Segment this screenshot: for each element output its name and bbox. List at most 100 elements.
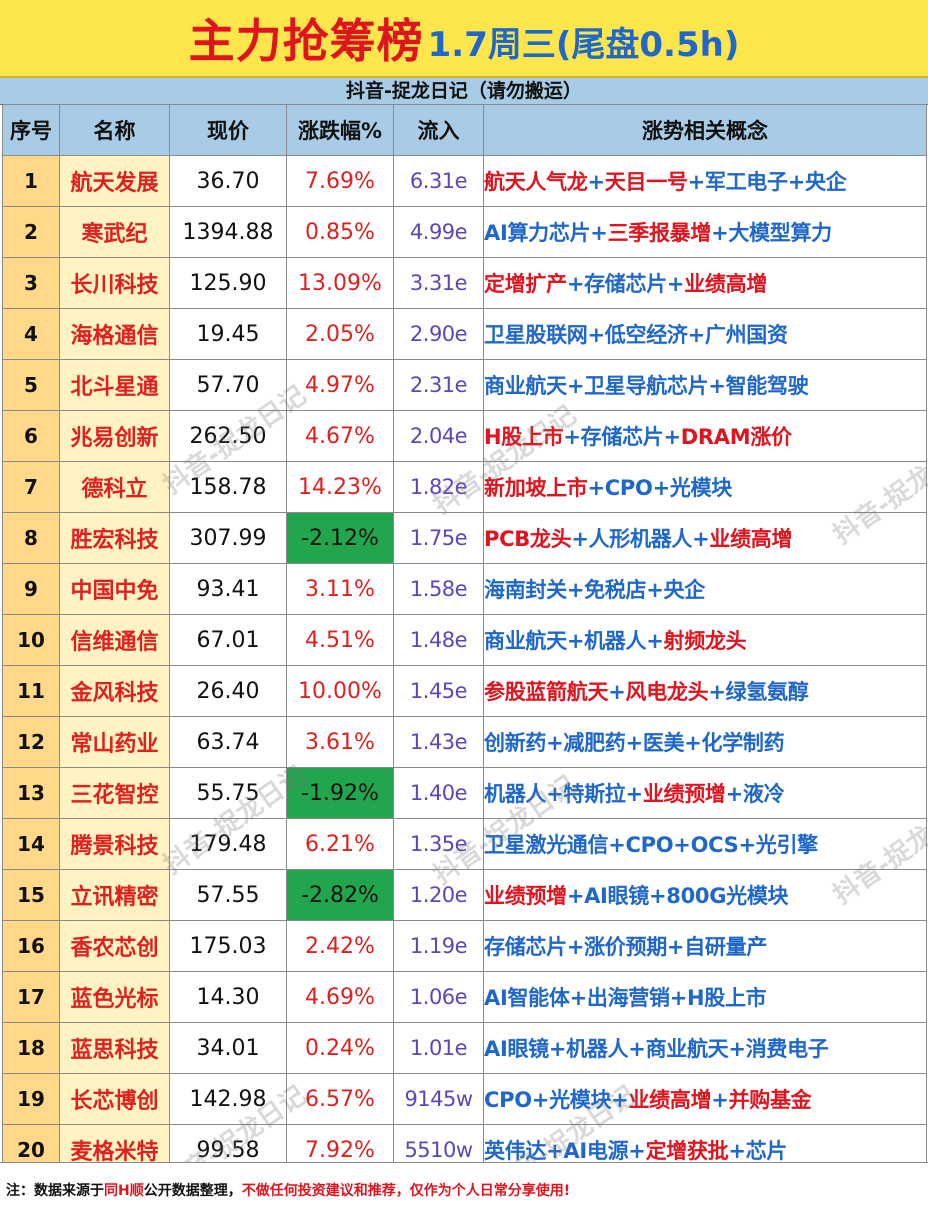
stock-change: 4.69% (286, 971, 394, 1023)
concept-separator: + (566, 629, 585, 653)
stock-inflow: 1.01e (393, 1022, 484, 1074)
stock-inflow: 2.04e (393, 410, 484, 462)
concept-separator: + (648, 884, 667, 908)
concept-tag: 业绩高增 (684, 272, 768, 296)
stock-concepts: AI算力芯片+三季报暴增+大模型算力 (483, 206, 927, 258)
row-seq: 2 (2, 206, 60, 258)
concept-tag: 低空经济 (604, 323, 688, 347)
concept-tag: 定增获批 (645, 1139, 729, 1163)
concept-separator: + (728, 1139, 746, 1163)
table-row: 19 长芯博创 142.98 6.57% 9145w CPO+光模块+业绩高增+并购基金 (2, 1073, 927, 1125)
table-row: 12 常山药业 63.74 3.61% 1.43e 创新药+减肥药+医美+化学制药 (2, 716, 927, 768)
stock-inflow: 1.40e (393, 767, 484, 819)
row-seq: 19 (2, 1073, 60, 1125)
stock-price: 125.90 (169, 257, 287, 309)
concept-tag: CPO (625, 833, 674, 857)
concept-tag: AI智能体 (484, 986, 570, 1010)
concept-separator: + (687, 170, 706, 194)
row-seq: 13 (2, 767, 60, 819)
header-seq: 序号 (2, 104, 60, 156)
stock-price: 55.75 (169, 767, 287, 819)
table-row: 7 德科立 158.78 14.23% 1.82e 新加坡上市+CPO+光模块 (2, 461, 927, 513)
header-price: 现价 (169, 104, 287, 156)
stock-inflow: 2.31e (393, 359, 484, 411)
subtitle: 抖音-捉龙日记（请勿搬运） (0, 78, 928, 105)
stock-name: 香农芯创 (59, 920, 170, 972)
stock-name: 蓝思科技 (59, 1022, 170, 1074)
concept-tag: 存储芯片 (484, 935, 568, 959)
concept-tag: 商业航天 (484, 629, 568, 653)
concept-separator: + (566, 578, 585, 602)
concept-separator: + (711, 1088, 729, 1112)
table-body: 1 航天发展 36.70 7.69% 6.31e 航天人气龙+天目一号+军工电子+央企 2 寒… (2, 155, 927, 1176)
stock-inflow: 1.82e (393, 461, 484, 513)
page-title: 主力抢筹榜 (188, 14, 424, 68)
concept-tag: AI眼镜 (584, 884, 649, 908)
concept-separator: + (548, 1037, 567, 1061)
stock-inflow: 1.35e (393, 818, 484, 870)
stock-name: 三花智控 (59, 767, 170, 819)
concept-separator: + (687, 323, 706, 347)
stock-price: 262.50 (169, 410, 287, 462)
concept-tag: 免税店 (584, 578, 647, 602)
stock-change: 14.23% (286, 461, 394, 513)
concept-separator: + (566, 374, 585, 398)
stock-concepts: 航天人气龙+天目一号+军工电子+央企 (483, 155, 927, 207)
concept-separator: + (566, 884, 585, 908)
stock-concepts: 商业航天+机器人+射频龙头 (483, 614, 927, 666)
concept-separator: + (587, 476, 606, 500)
concept-tag: 自研量产 (684, 935, 768, 959)
concept-separator: + (708, 680, 726, 704)
concept-tag: 业绩高增 (709, 527, 793, 551)
concept-separator: + (590, 221, 608, 245)
stock-inflow: 2.90e (393, 308, 484, 360)
stock-concepts: 卫星股联网+低空经济+广州国资 (483, 308, 927, 360)
stock-concepts: AI智能体+出海营销+H股上市 (483, 971, 927, 1023)
stock-name: 立讯精密 (59, 869, 170, 921)
concept-tag: AI眼镜 (484, 1037, 550, 1061)
concept-tag: 卫星股联网 (484, 323, 588, 347)
stock-name: 常山药业 (59, 716, 170, 768)
stock-price: 1394.88 (169, 206, 287, 258)
header-inflow: 流入 (393, 104, 484, 156)
stock-inflow: 1.45e (393, 665, 484, 717)
stock-change: -2.12% (286, 512, 394, 564)
stock-change: 4.67% (286, 410, 394, 462)
stock-name: 金风科技 (59, 665, 170, 717)
stock-concepts: 定增扩产+存储芯片+业绩高增 (483, 257, 927, 309)
row-seq: 3 (2, 257, 60, 309)
concept-separator: + (646, 629, 664, 653)
concept-tag: 800G光模块 (666, 884, 789, 908)
concept-tag: 定增扩产 (484, 272, 568, 296)
stock-price: 93.41 (169, 563, 287, 615)
concept-tag: 机器人 (566, 1037, 629, 1061)
stock-name: 胜宏科技 (59, 512, 170, 564)
stock-name: 蓝色光标 (59, 971, 170, 1023)
concept-separator: + (684, 731, 702, 755)
concept-separator: + (608, 680, 626, 704)
concept-tag: 并购基金 (728, 1088, 812, 1112)
concept-tag: 化学制药 (701, 731, 785, 755)
concept-tag: 光模块 (669, 476, 732, 500)
stock-price: 142.98 (169, 1073, 287, 1125)
row-seq: 7 (2, 461, 60, 513)
table-header-row: 序号 名称 现价 涨跌幅% 流入 涨势相关概念 (2, 104, 927, 156)
concept-separator: + (728, 1037, 746, 1061)
concept-separator: + (666, 935, 685, 959)
stock-concepts: CPO+光模块+业绩高增+并购基金 (483, 1073, 927, 1125)
stock-name: 北斗星通 (59, 359, 170, 411)
concept-tag: 航天人气龙 (484, 170, 588, 194)
concept-tag: CPO (484, 1088, 533, 1112)
stock-price: 57.70 (169, 359, 287, 411)
concept-tag: 商业航天 (484, 374, 568, 398)
stock-change: 2.42% (286, 920, 394, 972)
row-seq: 9 (2, 563, 60, 615)
concept-tag: 创新药 (484, 731, 547, 755)
stock-inflow: 1.43e (393, 716, 484, 768)
concept-tag: 医美 (642, 731, 685, 755)
concept-tag: 消费电子 (745, 1037, 829, 1061)
concept-separator: + (628, 1037, 646, 1061)
row-seq: 17 (2, 971, 60, 1023)
stock-price: 14.30 (169, 971, 287, 1023)
concept-tag: 卫星激光通信 (484, 833, 609, 857)
